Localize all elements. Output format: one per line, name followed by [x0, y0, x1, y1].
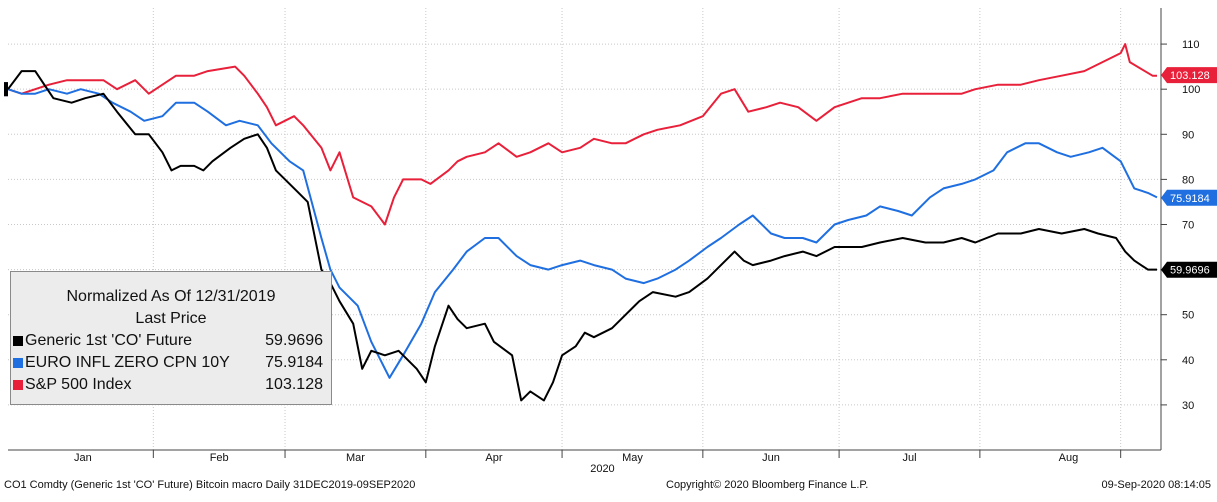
- last-value-badge: [1161, 261, 1217, 278]
- legend-item-sp500: S&P 500 Index 103.128: [11, 374, 331, 396]
- series-line: [7, 88, 1158, 379]
- footer-copyright: Copyright© 2020 Bloomberg Finance L.P.: [666, 479, 869, 491]
- series-lines: [4, 43, 1158, 402]
- x-tick-label: Mar: [346, 452, 365, 464]
- footer-timestamp: 09-Sep-2020 08:14:05: [1101, 479, 1211, 491]
- legend-swatch: [13, 336, 23, 346]
- start-marker: [4, 82, 8, 97]
- x-tick-labels: Jan Feb Mar Apr May Jun Jul Aug 2020: [74, 452, 1078, 475]
- y-tick-label: 80: [1182, 174, 1194, 186]
- legend-series-name: EURO INFL ZERO CPN 10Y: [25, 354, 230, 371]
- x-tick-label: Jun: [762, 452, 780, 464]
- chart-subtitle: Last Price: [135, 310, 207, 327]
- footer-source: CO1 Comdty (Generic 1st 'CO' Future) Bit…: [4, 479, 416, 491]
- last-value-badges: 59.9696 75.9184 103.128: [1161, 67, 1217, 278]
- x-tick-label: Aug: [1059, 452, 1079, 464]
- y-tick-label: 110: [1182, 39, 1200, 51]
- legend-series-name: Generic 1st 'CO' Future: [25, 332, 193, 349]
- x-tick-label: Feb: [210, 452, 229, 464]
- x-tick-label: Apr: [485, 452, 502, 464]
- y-tick-label: 40: [1182, 355, 1194, 367]
- legend-series-value: 103.128: [265, 376, 323, 393]
- series-line: [7, 43, 1157, 226]
- series-line: [7, 70, 1157, 402]
- last-value-badge: [1161, 67, 1217, 84]
- y-tick-label: 70: [1182, 219, 1194, 231]
- chart-title: Normalized As Of 12/31/2019: [66, 288, 276, 305]
- legend-swatch: [13, 358, 23, 368]
- y-tick-label: 90: [1182, 129, 1194, 141]
- legend-series-value: 59.9696: [265, 332, 323, 349]
- last-value-label: 59.9696: [1170, 265, 1210, 277]
- legend-item-euro-infl: EURO INFL ZERO CPN 10Y 75.9184: [11, 352, 331, 374]
- legend-swatch: [13, 380, 23, 390]
- legend-series-value: 75.9184: [265, 354, 323, 371]
- last-value-label: 75.9184: [1170, 193, 1210, 205]
- y-tick-label: 100: [1182, 84, 1200, 96]
- x-tick-label: Jul: [902, 452, 916, 464]
- last-value-badge: [1161, 189, 1217, 206]
- legend: Normalized As Of 12/31/2019 Last Price G…: [10, 271, 332, 405]
- x-tick-label: May: [622, 452, 643, 464]
- y-tick-labels: 30405060708090100110: [1182, 39, 1200, 412]
- x-tick-label: Jan: [74, 452, 92, 464]
- y-tick-label: 50: [1182, 310, 1194, 322]
- y-tick-label: 30: [1182, 400, 1194, 412]
- x-year-label: 2020: [590, 463, 614, 475]
- last-value-label: 103.128: [1170, 70, 1210, 82]
- legend-item-brent: Generic 1st 'CO' Future 59.9696: [11, 330, 331, 352]
- legend-series-name: S&P 500 Index: [25, 376, 132, 393]
